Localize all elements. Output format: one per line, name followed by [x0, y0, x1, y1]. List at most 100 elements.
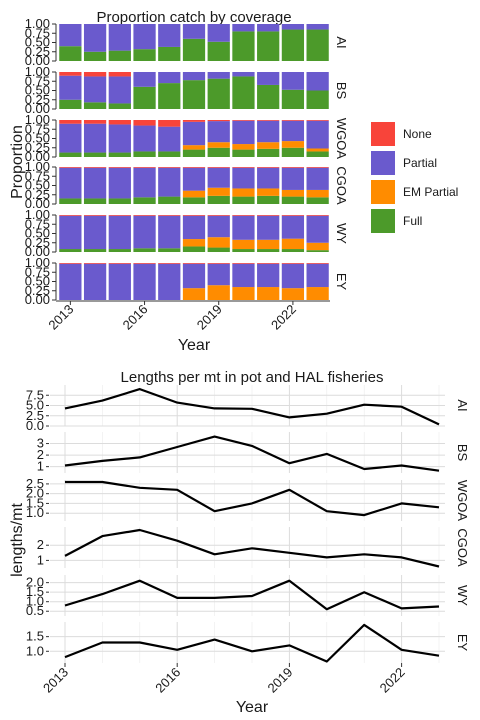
y-tick-label: 1.00: [25, 255, 50, 270]
bar-partial: [257, 263, 280, 288]
bar-partial: [59, 123, 82, 153]
bar-partial: [83, 167, 107, 199]
bar-none: [108, 167, 131, 168]
bar-full: [83, 102, 107, 109]
x-tick-label: 2022: [377, 665, 408, 696]
bar-em-partial: [232, 287, 255, 300]
y-tick-label: 2.5: [26, 408, 44, 423]
bar-partial: [108, 76, 131, 104]
bar-full: [281, 147, 305, 157]
bar-full: [306, 90, 329, 109]
bar-full: [108, 198, 131, 204]
strip-label: AI: [455, 399, 470, 411]
bar-partial: [207, 72, 230, 79]
bar-partial: [232, 263, 255, 288]
bar-partial: [232, 167, 255, 189]
bar-em-partial: [232, 144, 255, 150]
y-tick-label: 0.00: [25, 244, 50, 259]
bar-em-partial: [257, 142, 280, 149]
legend-swatch: [371, 209, 395, 233]
y-tick-label: 0.75: [25, 73, 50, 88]
bar-partial: [232, 72, 255, 77]
y-tick-label: 1.00: [25, 112, 50, 127]
bar-none: [207, 120, 230, 122]
y-tick-label: 1.00: [25, 207, 50, 222]
bar-full: [59, 198, 82, 204]
bar-none: [158, 120, 181, 127]
y-tick-label: 0.00: [25, 196, 50, 211]
bar-partial: [83, 24, 107, 52]
bar-partial: [232, 24, 255, 32]
bar-em-partial: [207, 187, 230, 196]
bar-partial: [133, 24, 156, 50]
bar-none: [133, 120, 156, 126]
lengths-chart: Lengths per mt in pot and HAL fisheries 0…: [9, 369, 470, 716]
series-line: [64, 528, 440, 568]
bar-partial: [108, 124, 131, 153]
bar-full: [133, 49, 156, 61]
bar-partial: [306, 72, 329, 91]
bar-full: [257, 249, 280, 252]
bar-none: [83, 72, 107, 77]
y-tick-label: 0.25: [25, 187, 50, 202]
bar-full: [232, 249, 255, 252]
y-tick-label: 0.00: [25, 53, 50, 68]
bar-none: [108, 120, 131, 125]
x-tick-label: 2013: [45, 302, 76, 333]
bar-partial: [306, 120, 329, 149]
bar-partial: [232, 215, 255, 240]
bar-em-partial: [232, 188, 255, 197]
y-tick-label: 1: [37, 459, 44, 474]
y-tick-label: 0.5: [26, 603, 44, 618]
y-tick-label: 1.00: [25, 16, 50, 31]
bar-none: [257, 120, 280, 121]
y-tick-label: 0.75: [25, 168, 50, 183]
bar-em-partial: [281, 238, 305, 250]
bar-full: [59, 99, 82, 109]
bar-full: [207, 147, 230, 157]
bar-none: [59, 120, 82, 124]
bar-em-partial: [207, 237, 230, 248]
bar-full: [133, 197, 156, 204]
bar-em-partial: [306, 189, 329, 198]
bar-partial: [182, 215, 206, 240]
bar-full: [232, 196, 255, 204]
bar-none: [108, 215, 131, 216]
bar-partial: [281, 167, 305, 190]
bar-none: [108, 263, 131, 264]
y-tick-label: 0.25: [25, 92, 50, 107]
bar-none: [257, 167, 280, 168]
bar-none: [108, 72, 131, 77]
bar-none: [232, 120, 255, 121]
bar-none: [232, 167, 255, 168]
bar-none: [207, 263, 230, 264]
bar-partial: [306, 167, 329, 190]
bar-none: [306, 215, 329, 216]
legend-label: Partial: [403, 156, 437, 170]
bar-full: [232, 31, 255, 61]
bar-partial: [257, 167, 280, 189]
bar-full: [232, 149, 255, 157]
strip-label: EY: [455, 634, 470, 652]
bar-none: [306, 167, 329, 168]
bar-partial: [108, 263, 131, 300]
bar-none: [257, 263, 280, 264]
bar-full: [59, 46, 82, 61]
bar-full: [158, 196, 181, 204]
bar-partial: [207, 24, 230, 42]
bar-partial: [108, 167, 131, 199]
legend-swatch: [371, 122, 395, 146]
bar-full: [257, 84, 280, 109]
bar-none: [133, 167, 156, 168]
bar-partial: [257, 72, 280, 85]
bar-full: [207, 78, 230, 109]
y-tick-label: 0.00: [25, 292, 50, 307]
bar-partial: [83, 263, 107, 300]
bar-full: [281, 249, 305, 252]
bar-partial: [158, 263, 181, 300]
bar-none: [158, 215, 181, 216]
bar-em-partial: [232, 239, 255, 250]
bar-full: [257, 195, 280, 204]
bar-none: [182, 263, 206, 264]
legend-swatch: [371, 151, 395, 175]
